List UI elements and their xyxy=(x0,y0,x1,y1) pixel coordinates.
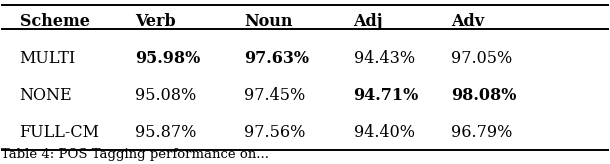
Text: NONE: NONE xyxy=(20,87,72,104)
Text: Adj: Adj xyxy=(354,13,383,30)
Text: MULTI: MULTI xyxy=(20,50,76,67)
Text: Table 4: POS Tagging performance on...: Table 4: POS Tagging performance on... xyxy=(1,148,270,161)
Text: 95.08%: 95.08% xyxy=(135,87,196,104)
Text: Noun: Noun xyxy=(244,13,293,30)
Text: FULL-CM: FULL-CM xyxy=(20,124,99,141)
Text: 97.63%: 97.63% xyxy=(244,50,309,67)
Text: 97.56%: 97.56% xyxy=(244,124,306,141)
Text: 97.05%: 97.05% xyxy=(451,50,512,67)
Text: 98.08%: 98.08% xyxy=(451,87,516,104)
Text: 96.79%: 96.79% xyxy=(451,124,512,141)
Text: Verb: Verb xyxy=(135,13,176,30)
Text: 94.71%: 94.71% xyxy=(354,87,419,104)
Text: 95.87%: 95.87% xyxy=(135,124,196,141)
Text: 95.98%: 95.98% xyxy=(135,50,200,67)
Text: Scheme: Scheme xyxy=(20,13,90,30)
Text: 97.45%: 97.45% xyxy=(244,87,306,104)
Text: 94.43%: 94.43% xyxy=(354,50,415,67)
Text: Adv: Adv xyxy=(451,13,484,30)
Text: 94.40%: 94.40% xyxy=(354,124,415,141)
